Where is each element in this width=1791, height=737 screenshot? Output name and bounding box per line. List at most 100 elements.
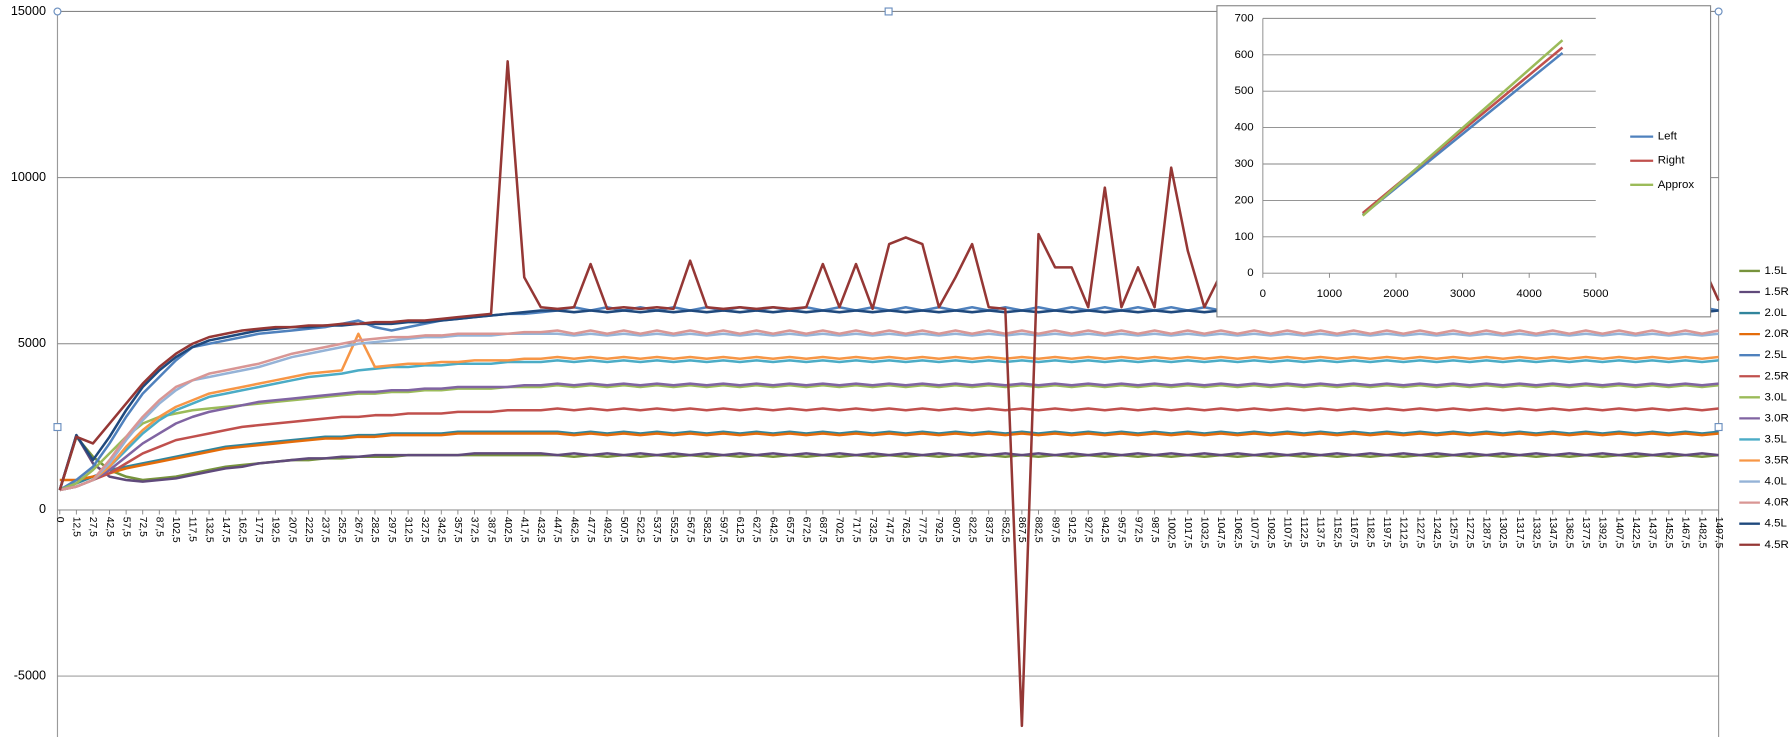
x-tick-label: 897,5 bbox=[1049, 517, 1060, 543]
handle[interactable] bbox=[1714, 7, 1723, 16]
x-tick-label: 1122,5 bbox=[1298, 517, 1309, 548]
x-tick-label: 1242,5 bbox=[1431, 517, 1442, 549]
x-tick-label: 237,5 bbox=[319, 517, 330, 543]
x-tick-label: 567,5 bbox=[684, 517, 695, 543]
y-tick-label: 10000 bbox=[11, 170, 46, 184]
x-tick-label: 1332,5 bbox=[1530, 517, 1541, 549]
legend-label: 3.0L bbox=[1765, 391, 1787, 403]
x-tick-label: 1467,5 bbox=[1680, 517, 1691, 549]
series-line bbox=[59, 332, 1719, 492]
y-tick-label: 500 bbox=[1235, 85, 1254, 97]
x-tick-label: 927,5 bbox=[1083, 517, 1094, 543]
y-tick-label: 100 bbox=[1235, 231, 1254, 243]
handle[interactable] bbox=[1714, 423, 1723, 432]
x-tick-label: 807,5 bbox=[950, 517, 961, 543]
series-line bbox=[59, 430, 1719, 492]
x-tick-label: 1182,5 bbox=[1365, 517, 1376, 548]
x-tick-label: 942,5 bbox=[1099, 517, 1110, 543]
series-line bbox=[59, 407, 1719, 492]
x-tick-label: 687,5 bbox=[817, 517, 828, 543]
x-tick-label: 702,5 bbox=[834, 517, 845, 543]
x-tick-label: 1437,5 bbox=[1647, 517, 1658, 549]
x-tick-label: 2000 bbox=[1383, 288, 1409, 300]
legend-label: 1.5R bbox=[1765, 286, 1789, 298]
x-tick-label: 1047,5 bbox=[1215, 517, 1226, 549]
legend-label: Approx bbox=[1658, 179, 1695, 191]
x-tick-label: 507,5 bbox=[618, 517, 629, 543]
x-tick-label: 1272,5 bbox=[1464, 517, 1475, 549]
x-tick-label: 12,5 bbox=[71, 517, 82, 537]
x-tick-label: 1497,5 bbox=[1713, 517, 1724, 549]
x-tick-label: 42,5 bbox=[104, 517, 115, 537]
handle[interactable] bbox=[53, 423, 62, 432]
x-tick-label: 1000 bbox=[1317, 288, 1343, 300]
x-tick-label: 1092,5 bbox=[1265, 517, 1276, 549]
x-tick-label: 327,5 bbox=[419, 517, 430, 543]
x-tick-label: 132,5 bbox=[203, 517, 214, 543]
x-tick-label: 987,5 bbox=[1149, 517, 1160, 543]
x-tick-label: 312,5 bbox=[402, 517, 413, 543]
x-tick-label: 582,5 bbox=[701, 517, 712, 543]
x-tick-label: 1197,5 bbox=[1381, 517, 1392, 548]
x-tick-label: 4000 bbox=[1516, 288, 1542, 300]
x-tick-label: 297,5 bbox=[386, 517, 397, 543]
y-tick-label: 0 bbox=[1247, 267, 1253, 279]
x-tick-label: 117,5 bbox=[187, 517, 198, 542]
x-tick-label: 447,5 bbox=[552, 517, 563, 543]
x-tick-label: 522,5 bbox=[635, 517, 646, 543]
x-tick-label: 102,5 bbox=[170, 517, 181, 543]
x-tick-label: 1212,5 bbox=[1398, 517, 1409, 549]
inset-frame bbox=[1216, 5, 1712, 318]
x-tick-label: 1062,5 bbox=[1232, 517, 1243, 549]
y-tick-label: 15000 bbox=[11, 4, 46, 18]
y-tick-label: 200 bbox=[1235, 194, 1254, 206]
x-tick-label: 837,5 bbox=[983, 517, 994, 543]
x-tick-label: 867,5 bbox=[1016, 517, 1027, 543]
x-tick-label: 222,5 bbox=[303, 517, 314, 543]
y-tick-label: -5000 bbox=[14, 668, 46, 682]
x-tick-label: 357,5 bbox=[452, 517, 463, 543]
x-tick-label: 177,5 bbox=[253, 517, 264, 543]
handle[interactable] bbox=[53, 7, 62, 16]
selection-handles[interactable] bbox=[53, 7, 1723, 432]
legend-label: 2.5R bbox=[1765, 370, 1789, 382]
series-line bbox=[58, 309, 1719, 491]
y-tick-label: 5000 bbox=[18, 336, 46, 350]
x-tick-label: 1257,5 bbox=[1447, 517, 1458, 549]
x-tick-label: 1422,5 bbox=[1630, 517, 1641, 549]
x-tick-label: 252,5 bbox=[336, 517, 347, 543]
x-tick-label: 1362,5 bbox=[1564, 517, 1575, 549]
series-line bbox=[59, 329, 1719, 492]
x-tick-label: 72,5 bbox=[137, 517, 148, 537]
series-line bbox=[1361, 39, 1564, 217]
legend-label: 2.5L bbox=[1765, 349, 1787, 361]
x-tick-label: 642,5 bbox=[767, 517, 778, 543]
x-tick-label: 1287,5 bbox=[1481, 517, 1492, 549]
x-tick-label: 0 bbox=[1260, 288, 1266, 300]
legend-label: 3.5L bbox=[1765, 433, 1787, 445]
x-tick-label: 1407,5 bbox=[1613, 517, 1624, 549]
x-tick-label: 1077,5 bbox=[1248, 517, 1259, 549]
x-tick-label: 267,5 bbox=[353, 517, 364, 543]
x-tick-label: 972,5 bbox=[1132, 517, 1143, 543]
x-tick-label: 462,5 bbox=[568, 517, 579, 543]
x-tick-label: 147,5 bbox=[220, 517, 231, 543]
x-tick-label: 162,5 bbox=[237, 517, 248, 543]
x-tick-label: 5000 bbox=[1583, 288, 1609, 300]
x-tick-label: 1302,5 bbox=[1497, 517, 1508, 549]
x-tick-label: 957,5 bbox=[1116, 517, 1127, 543]
series-line bbox=[59, 384, 1719, 492]
x-tick-label: 1017,5 bbox=[1182, 517, 1193, 549]
x-tick-label: 1002,5 bbox=[1165, 517, 1176, 549]
x-tick-label: 852,5 bbox=[1000, 517, 1011, 543]
legend-label: 3.5R bbox=[1765, 455, 1789, 467]
x-tick-label: 1317,5 bbox=[1514, 517, 1525, 549]
handle[interactable] bbox=[884, 7, 893, 16]
y-tick-label: 400 bbox=[1235, 122, 1254, 134]
x-tick-label: 87,5 bbox=[154, 517, 165, 537]
y-tick-label: 300 bbox=[1235, 158, 1254, 170]
x-tick-label: 732,5 bbox=[867, 517, 878, 543]
x-tick-label: 777,5 bbox=[917, 517, 928, 543]
